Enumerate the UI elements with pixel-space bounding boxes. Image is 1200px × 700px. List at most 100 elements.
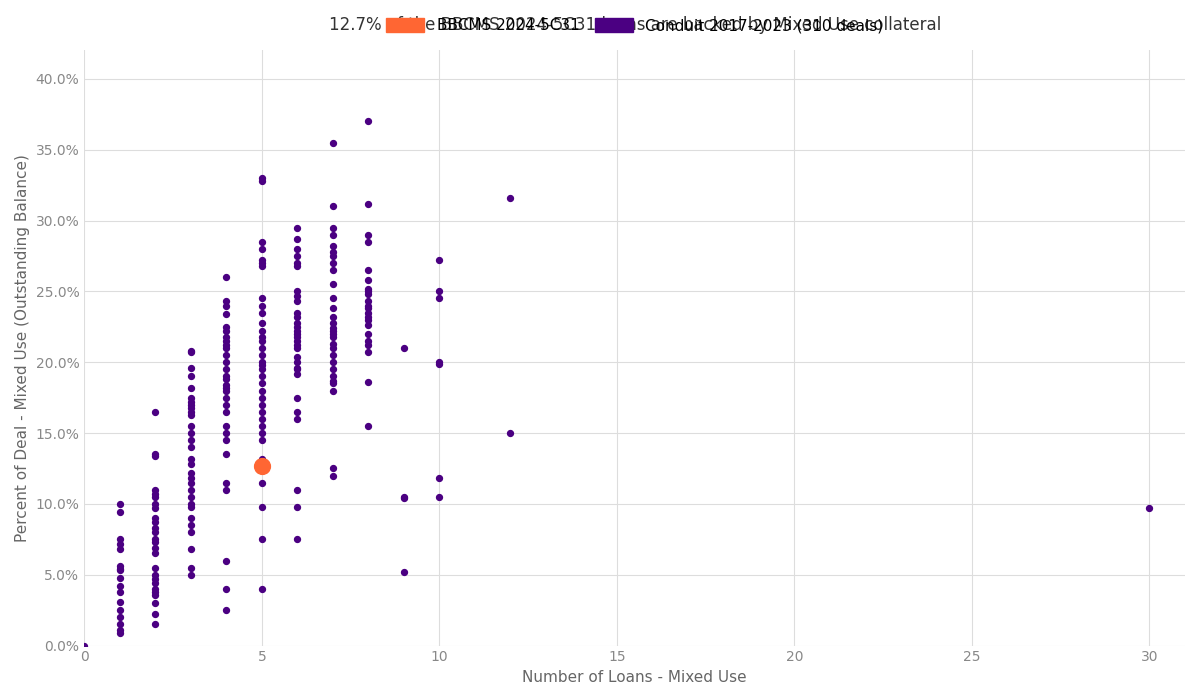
Point [359,328,378,339]
Point [181,435,200,446]
Legend: BBCMS 2024-5C31, Conduit 2017-2023 (310 deals): BBCMS 2024-5C31, Conduit 2017-2023 (310 … [378,10,890,41]
Point [110,580,130,592]
Point [217,385,236,396]
Point [217,392,236,403]
Point [500,428,520,439]
Point [323,303,342,314]
Point [323,258,342,269]
Point [181,512,200,524]
Point [110,565,130,576]
Point [252,307,271,318]
Point [145,542,164,554]
Point [359,300,378,311]
Point [500,193,520,204]
Point [181,467,200,478]
Point [359,116,378,127]
Point [110,544,130,555]
Point [217,477,236,488]
Point [288,331,307,342]
Point [430,356,449,368]
Point [288,286,307,297]
Point [110,564,130,575]
Point [395,491,414,503]
Point [359,265,378,276]
Point [181,421,200,432]
Point [252,236,271,247]
Point [359,312,378,323]
Point [217,382,236,393]
Point [252,175,271,186]
Point [323,364,342,375]
Point [288,368,307,379]
Point [252,293,271,304]
Point [252,385,271,396]
Point [217,406,236,417]
Point [217,321,236,332]
Point [288,328,307,339]
Point [252,317,271,328]
Point [217,421,236,432]
Point [288,233,307,244]
Point [74,640,94,651]
Point [217,484,236,496]
Point [217,583,236,594]
Point [181,501,200,512]
Point [181,363,200,374]
Point [288,312,307,323]
Point [252,460,271,471]
Point [181,526,200,538]
Point [252,421,271,432]
Point [288,317,307,328]
Point [145,526,164,538]
Point [181,428,200,439]
Point [288,342,307,354]
Point [110,627,130,638]
Point [430,358,449,369]
Point [252,326,271,337]
Point [288,501,307,512]
Point [359,307,378,318]
Point [252,172,271,183]
Point [181,491,200,503]
Point [288,258,307,269]
Point [323,371,342,382]
Point [323,279,342,290]
Point [323,229,342,240]
Point [110,605,130,616]
Point [145,512,164,524]
Point [252,359,271,370]
Point [288,413,307,424]
Point [217,356,236,368]
Point [181,406,200,417]
Point [181,544,200,555]
Point [252,392,271,403]
Point [145,522,164,533]
Point [288,321,307,332]
Point [323,463,342,474]
Point [145,589,164,600]
Point [145,569,164,580]
Point [181,396,200,407]
Point [359,229,378,240]
Point [288,363,307,374]
Point [252,413,271,424]
Point [252,258,271,269]
Point [252,243,271,254]
Point [359,286,378,297]
Point [252,356,271,368]
Point [323,328,342,339]
Point [252,255,271,266]
Point [359,346,378,358]
Point [252,583,271,594]
Point [359,274,378,286]
Point [181,382,200,393]
Point [217,449,236,460]
Point [359,320,378,331]
Point [288,326,307,337]
Point [181,477,200,488]
Point [145,562,164,573]
Point [110,561,130,572]
Point [145,449,164,460]
Point [217,300,236,311]
Point [323,378,342,389]
